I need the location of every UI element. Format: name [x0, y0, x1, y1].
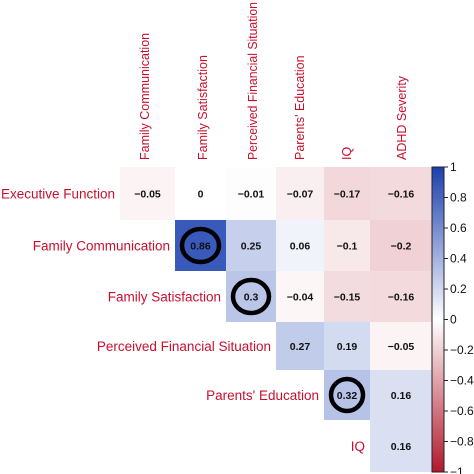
heatmap-cell-fill — [175, 167, 226, 220]
heatmap-cell: 0.86 — [175, 220, 226, 271]
row-label-perceived-financial-situation: Perceived Financial Situation — [97, 339, 271, 354]
heatmap-cell: 0.06 — [276, 220, 324, 271]
heatmap-cell-fill — [276, 271, 324, 322]
colorbar-tick-label: 0 — [450, 313, 457, 327]
heatmap-cell: 0.25 — [226, 220, 276, 271]
heatmap-cell: 0.19 — [324, 322, 370, 370]
cell-value-label: −0.07 — [287, 189, 314, 201]
heatmap-cell: 0.32 — [324, 370, 370, 420]
cell-value-label: −0.15 — [334, 292, 361, 304]
column-label-parents-education: Parents' Education — [293, 55, 307, 160]
heatmap-cell: 0.16 — [370, 370, 432, 420]
heatmap-cells: −0.05 0 −0.01 −0.07 −0.17 −0.16 0.86 0.25 0.06 −0… — [120, 167, 432, 472]
cell-value-label: 0.06 — [290, 241, 311, 253]
heatmap-cell: −0.01 — [226, 167, 276, 220]
cell-value-label: −0.2 — [391, 241, 412, 253]
colorbar: 1 0.8 0.6 0.4 0.2 0 −0.2 −0.4 −0.6 −0.8 −1 — [431, 160, 474, 474]
colorbar-tick-label: −0.4 — [450, 374, 474, 388]
heatmap-cell-fill — [226, 167, 276, 220]
colorbar-tick-label: −1 — [450, 465, 464, 474]
colorbar-tick-label: −0.2 — [450, 343, 474, 357]
column-label-perceived-financial-situation: Perceived Financial Situation — [246, 2, 260, 160]
heatmap-cell-fill — [324, 271, 370, 322]
heatmap-cell: −0.07 — [276, 167, 324, 220]
column-label-family-communication: Family Communication — [138, 33, 152, 160]
row-label-family-satisfaction: Family Satisfaction — [108, 290, 221, 305]
heatmap-cell: −0.05 — [120, 167, 175, 220]
heatmap-cell-fill — [370, 420, 432, 472]
row-label-iq: IQ — [351, 439, 365, 454]
heatmap-cell-fill — [324, 220, 370, 271]
colorbar-tick-label: −0.6 — [450, 404, 474, 418]
cell-value-label: 0.19 — [337, 341, 358, 353]
heatmap-cell: 0 — [175, 167, 226, 220]
colorbar-tick-label: −0.8 — [450, 435, 474, 449]
heatmap-cell-fill — [370, 167, 432, 220]
cell-value-label: −0.01 — [238, 189, 265, 201]
heatmap-cell: −0.2 — [370, 220, 432, 271]
heatmap-cell-fill — [276, 322, 324, 370]
heatmap-cell-fill — [276, 167, 324, 220]
cell-value-label: 0.27 — [290, 341, 311, 353]
heatmap-cell-fill — [370, 220, 432, 271]
cell-value-label: 0 — [198, 189, 204, 201]
heatmap-cell: −0.15 — [324, 271, 370, 322]
column-labels: Family Communication Family Satisfaction P… — [138, 2, 409, 160]
column-label-family-satisfaction: Family Satisfaction — [196, 55, 210, 160]
row-label-executive-function: Executive Function — [1, 187, 115, 202]
heatmap-cell: −0.05 — [370, 322, 432, 370]
colorbar-tick-label: 1 — [450, 160, 457, 174]
heatmap-cell: −0.17 — [324, 167, 370, 220]
colorbar-tick-label: 0.4 — [450, 252, 467, 266]
cell-value-label: 0.25 — [241, 241, 262, 253]
heatmap-cell-fill — [276, 220, 324, 271]
heatmap-cell: −0.1 — [324, 220, 370, 271]
cell-value-label: −0.05 — [388, 341, 415, 353]
colorbar-gradient — [431, 166, 445, 473]
colorbar-tick-label: 0.8 — [450, 191, 467, 205]
heatmap-cell: −0.16 — [370, 167, 432, 220]
heatmap-cell: 0.3 — [226, 271, 276, 322]
column-label-adhd-severity: ADHD Severity — [395, 75, 409, 160]
cell-value-label: 0.16 — [391, 441, 412, 453]
heatmap-cell: −0.16 — [370, 271, 432, 322]
column-label-iq: IQ — [340, 147, 354, 160]
heatmap-cell: 0.27 — [276, 322, 324, 370]
cell-value-label: −0.04 — [287, 292, 314, 304]
cell-value-label: −0.16 — [388, 292, 415, 304]
cell-value-label: 0.16 — [391, 390, 412, 402]
highlight-circle — [179, 226, 222, 265]
cell-value-label: 0.32 — [337, 390, 358, 402]
cell-value-label: 0.86 — [190, 241, 211, 253]
cell-value-label: −0.05 — [134, 189, 161, 201]
cell-value-label: −0.17 — [334, 189, 361, 201]
heatmap-cell-fill — [370, 271, 432, 322]
colorbar-tick-label: 0.6 — [450, 221, 467, 235]
row-label-parents-education: Parents' Education — [206, 388, 319, 403]
cell-value-label: −0.16 — [388, 189, 415, 201]
heatmap-cell: 0.16 — [370, 420, 432, 472]
heatmap-cell-fill — [370, 322, 432, 370]
highlight-circle — [230, 277, 272, 316]
cell-value-label: 0.3 — [244, 292, 259, 304]
heatmap-cell-fill — [226, 220, 276, 271]
heatmap-cell-fill — [324, 167, 370, 220]
heatmap-cell: −0.04 — [276, 271, 324, 322]
cell-value-label: −0.1 — [337, 241, 358, 253]
row-label-family-communication: Family Communication — [33, 239, 170, 254]
highlight-circle — [328, 376, 366, 414]
heatmap-cell-fill — [120, 167, 175, 220]
row-labels: Executive Function Family Communication Fa… — [1, 187, 365, 455]
heatmap-cell-fill — [324, 322, 370, 370]
colorbar-tick-label: 0.2 — [450, 282, 467, 296]
heatmap-cell-fill — [370, 370, 432, 420]
